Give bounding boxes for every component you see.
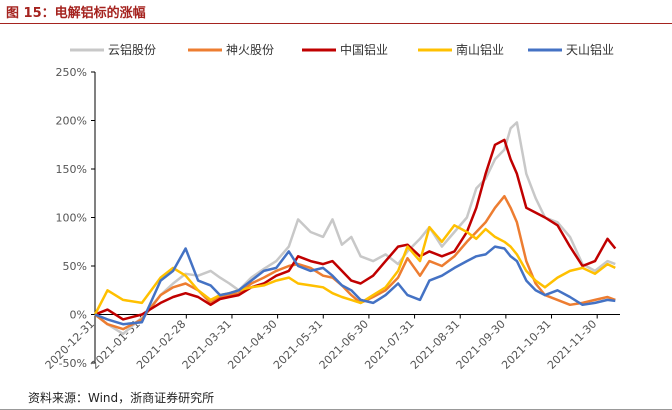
y-tick-label: -50% — [59, 357, 87, 370]
y-tick-label: 250% — [56, 66, 87, 79]
y-tick-label: 50% — [63, 260, 87, 273]
chart-legend: 云铝股份 神火股份 中国铝业 南山铝业 天山铝业 — [70, 42, 614, 57]
series-group — [93, 121, 617, 336]
x-tick-label: 2021-11-30 — [545, 317, 599, 371]
series-line-中国铝业 — [94, 138, 617, 321]
y-tick-label: 0% — [70, 309, 87, 322]
legend-label: 南山铝业 — [456, 42, 504, 57]
legend-label: 天山铝业 — [566, 42, 614, 57]
series-line-南山铝业 — [93, 224, 616, 316]
series-line-天山铝业 — [94, 245, 616, 326]
legend-label: 云铝股份 — [108, 42, 156, 57]
series-line-云铝股份 — [94, 121, 616, 336]
figure-title: 图 15：电解铝标的涨幅 — [6, 6, 146, 21]
y-tick-label: 100% — [56, 212, 87, 225]
series-line-神火股份 — [94, 194, 616, 331]
y-tick-label: 150% — [56, 163, 87, 176]
legend-label: 中国铝业 — [340, 42, 388, 57]
source-note: 资料来源：Wind，浙商证券研究所 — [28, 391, 215, 405]
title-rule — [0, 23, 672, 24]
y-axis-ticks: -50% 0% 50% 100% 150% 200% 250% — [56, 66, 95, 370]
legend-label: 神火股份 — [226, 43, 274, 57]
y-tick-label: 200% — [56, 115, 87, 128]
line-chart: 云铝股份 神火股份 中国铝业 南山铝业 天山铝业 -50% 0% 50% 100% 150% 20… — [43, 42, 620, 372]
